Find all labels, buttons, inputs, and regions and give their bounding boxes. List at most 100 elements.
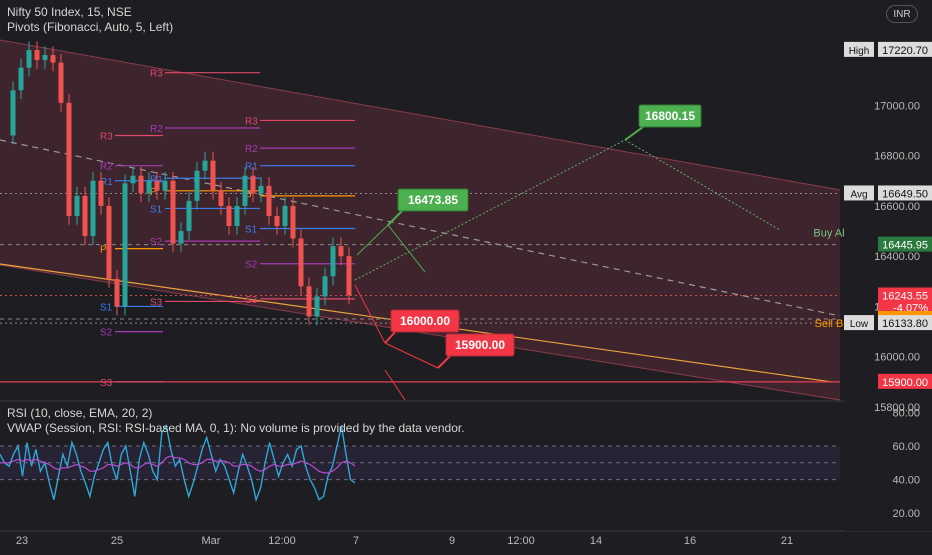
candle-body	[234, 205, 240, 227]
callout-pointer	[624, 126, 644, 141]
price-tag-value: 17220.70	[882, 45, 928, 57]
callout-label: 16473.85	[408, 193, 458, 207]
pivot-label-p: P	[245, 192, 252, 203]
pivot-label-s2: S2	[245, 260, 258, 271]
descending-channel	[0, 40, 840, 400]
candle-body	[306, 286, 312, 317]
candle-body	[274, 215, 280, 227]
candle-body	[154, 180, 160, 191]
pivot-label-r2: R2	[100, 162, 113, 173]
candle-body	[58, 62, 64, 103]
currency-button[interactable]: INR	[886, 5, 918, 23]
price-tag-name-bg	[844, 41, 874, 57]
pivot-label-r3: R3	[100, 132, 113, 143]
time-tick-label: 23	[16, 535, 28, 547]
pivot-label-s2: S2	[100, 328, 113, 339]
time-tick-label: 21	[781, 535, 793, 547]
candle-body	[322, 276, 328, 297]
arrow-up-leg	[356, 224, 389, 256]
candle-body	[226, 205, 232, 227]
price-tag-name: Low	[850, 319, 869, 330]
pivot-label-r1: R1	[245, 162, 258, 173]
callout-box	[397, 188, 469, 212]
projection-down-2	[384, 342, 439, 369]
candle-body	[282, 205, 288, 227]
time-tick-label: 12:00	[268, 535, 296, 547]
candle-body	[90, 180, 96, 237]
price-tag-value: 16133.80	[882, 318, 928, 330]
rsi-indicator-label: RSI (10, close, EMA, 20, 2)	[7, 406, 153, 420]
candle-body	[338, 246, 344, 257]
candle-body	[314, 296, 320, 317]
candle-body	[138, 175, 144, 194]
price-tag-name-bg	[844, 185, 874, 201]
rsi-tick-label: 60.00	[892, 441, 920, 453]
time-tick-label: 9	[449, 535, 455, 547]
callout-label: 16800.15	[645, 109, 695, 123]
rsi-line	[0, 423, 356, 503]
candle-body	[10, 90, 16, 136]
candle-body	[250, 175, 256, 194]
pivot-label-r2: R2	[150, 124, 163, 135]
rsi-tick-label: 80.00	[892, 407, 920, 419]
pivot-label-s3: S3	[245, 295, 258, 306]
pivot-label-r1: R1	[100, 177, 113, 188]
pivot-label-s3: S3	[100, 378, 113, 389]
time-tick-label: 12:00	[507, 535, 535, 547]
candle-body	[186, 200, 192, 232]
pivot-label-p: P	[100, 245, 107, 256]
arrow-down-leg	[387, 224, 426, 273]
time-tick-label: Mar	[202, 535, 221, 547]
price-tag-value: 16649.50	[882, 188, 928, 200]
candle-body	[290, 205, 296, 239]
candle-body	[106, 205, 112, 279]
pivot-label-s3: S3	[150, 297, 163, 308]
projection-down-1	[354, 284, 386, 344]
candle-body	[114, 278, 120, 307]
price-tag-name-bg	[844, 315, 874, 331]
callout-pointer	[384, 331, 396, 344]
callout-box	[638, 104, 702, 128]
candle-body	[146, 180, 152, 194]
callout-label: 16000.00	[400, 314, 450, 328]
candle-body	[82, 195, 88, 237]
candle-body	[34, 50, 40, 61]
pivot-label-r3: R3	[245, 116, 258, 127]
candle-body	[242, 175, 248, 206]
callout-box	[445, 333, 515, 357]
pivot-label-s2: S2	[150, 237, 163, 248]
candle-body	[266, 185, 272, 216]
candle-body	[162, 180, 168, 191]
candle-body	[170, 180, 176, 244]
candle-body	[50, 55, 56, 63]
price-tag-bg	[878, 373, 932, 389]
candle-body	[218, 190, 224, 206]
candle-body	[178, 231, 184, 244]
price-tag-value: 16243.55	[882, 291, 928, 303]
candle-body	[330, 246, 336, 277]
pivot-label-r2: R2	[245, 144, 258, 155]
time-tick-label: 16	[684, 535, 696, 547]
pivots-indicator-label: Pivots (Fibonacci, Auto, 5, Left)	[7, 20, 174, 34]
price-tick-label: 16800.00	[874, 151, 920, 163]
candle-body	[346, 256, 352, 296]
projection-down-3	[384, 369, 406, 401]
callout-pointer	[387, 210, 403, 226]
price-tick-label: 17000.00	[874, 100, 920, 112]
candle-body	[194, 170, 200, 201]
pivot-label-p: P	[150, 187, 157, 198]
price-tag-value: 16445.95	[882, 240, 928, 252]
pivot-label-r3: R3	[150, 69, 163, 80]
time-tick-label: 25	[111, 535, 123, 547]
rsi-ma-line	[0, 455, 356, 474]
candle-body	[258, 185, 264, 194]
price-tick-label: 16400.00	[874, 251, 920, 263]
time-tick-label: 7	[353, 535, 359, 547]
pivot-label-s1: S1	[150, 204, 163, 215]
candle-body	[74, 195, 80, 216]
rsi-tick-label: 40.00	[892, 475, 920, 487]
channel-upper-line	[0, 39, 841, 191]
rsi-tick-label: 20.00	[892, 508, 920, 520]
